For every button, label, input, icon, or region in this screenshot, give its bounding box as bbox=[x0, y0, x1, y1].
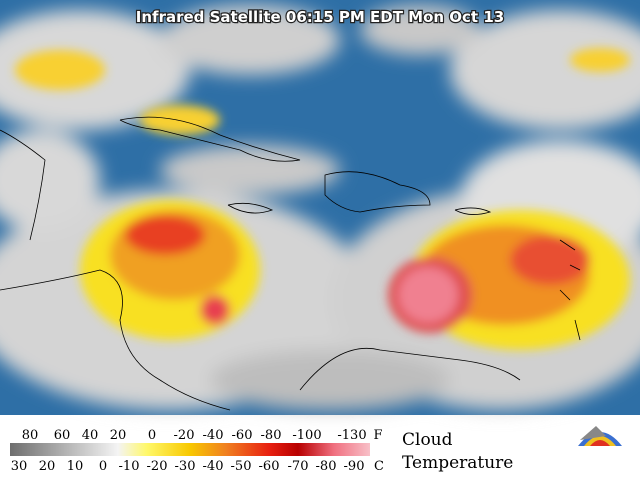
fahrenheit-label: 20 bbox=[110, 428, 127, 443]
color-scale bbox=[10, 443, 370, 456]
fahrenheit-label: -60 bbox=[232, 428, 253, 443]
fahrenheit-label: 0 bbox=[148, 428, 156, 443]
fahrenheit-label: 60 bbox=[54, 428, 71, 443]
fahrenheit-label: -130 bbox=[337, 428, 366, 443]
fahrenheit-label: 80 bbox=[22, 428, 39, 443]
fahrenheit-unit: F bbox=[373, 428, 382, 443]
celsius-label: -40 bbox=[203, 459, 224, 474]
celsius-label: 10 bbox=[67, 459, 84, 474]
celsius-label: 30 bbox=[11, 459, 28, 474]
celsius-label: -60 bbox=[259, 459, 280, 474]
fahrenheit-label: 40 bbox=[82, 428, 99, 443]
celsius-label: -80 bbox=[316, 459, 337, 474]
cold-tops bbox=[15, 48, 630, 350]
celsius-label: -90 bbox=[344, 459, 365, 474]
celsius-label: -70 bbox=[288, 459, 309, 474]
logo bbox=[578, 426, 622, 446]
satellite-map bbox=[0, 0, 640, 415]
title: Infrared Satellite 06:15 PM EDT Mon Oct … bbox=[136, 8, 504, 26]
celsius-label: -10 bbox=[119, 459, 140, 474]
celsius-label: 20 bbox=[39, 459, 56, 474]
celsius-label: -20 bbox=[147, 459, 168, 474]
celsius-unit: C bbox=[374, 459, 384, 474]
fahrenheit-label: -80 bbox=[261, 428, 282, 443]
celsius-label: -30 bbox=[175, 459, 196, 474]
legend-title: Temperature bbox=[402, 453, 513, 473]
fahrenheit-label: -40 bbox=[203, 428, 224, 443]
legend: Cloud Temperature 80 60 40 20 0 -20 -40 -60 -80-… bbox=[10, 426, 622, 474]
celsius-label: -50 bbox=[231, 459, 252, 474]
fahrenheit-label: -20 bbox=[174, 428, 195, 443]
fahrenheit-label: -100 bbox=[292, 428, 321, 443]
legend-title: Cloud bbox=[402, 430, 453, 450]
celsius-label: 0 bbox=[99, 459, 107, 474]
coastlines bbox=[0, 116, 581, 411]
